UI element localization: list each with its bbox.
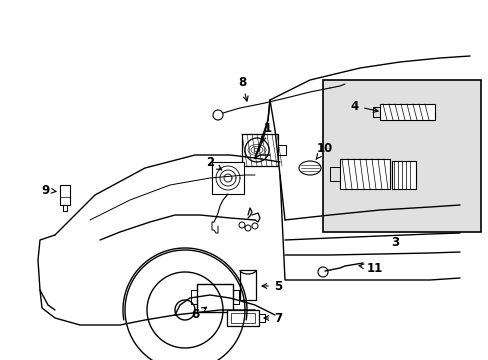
- Text: 6: 6: [190, 307, 206, 321]
- Bar: [343, 81, 355, 88]
- Bar: [278, 145, 285, 155]
- Text: 1: 1: [261, 122, 271, 141]
- Bar: [379, 104, 434, 120]
- Bar: [60, 185, 70, 205]
- Circle shape: [251, 223, 258, 229]
- Circle shape: [239, 222, 244, 228]
- Bar: [323, 80, 480, 232]
- Text: 8: 8: [237, 76, 247, 101]
- Text: 3: 3: [390, 235, 398, 248]
- Text: 5: 5: [262, 279, 282, 292]
- Ellipse shape: [298, 161, 320, 175]
- Bar: [242, 134, 278, 166]
- Text: 4: 4: [350, 99, 377, 113]
- Bar: [391, 161, 415, 189]
- Bar: [230, 313, 254, 323]
- Circle shape: [244, 138, 268, 162]
- Text: 2: 2: [205, 156, 221, 170]
- Bar: [197, 284, 232, 312]
- Circle shape: [244, 225, 250, 231]
- Bar: [212, 162, 244, 194]
- Bar: [226, 310, 259, 326]
- Text: 11: 11: [358, 261, 382, 274]
- Text: 9: 9: [41, 184, 56, 197]
- Circle shape: [213, 110, 223, 120]
- Bar: [240, 270, 256, 300]
- Text: 10: 10: [315, 141, 332, 159]
- Circle shape: [317, 267, 327, 277]
- Text: 7: 7: [264, 311, 282, 324]
- Bar: [339, 159, 389, 189]
